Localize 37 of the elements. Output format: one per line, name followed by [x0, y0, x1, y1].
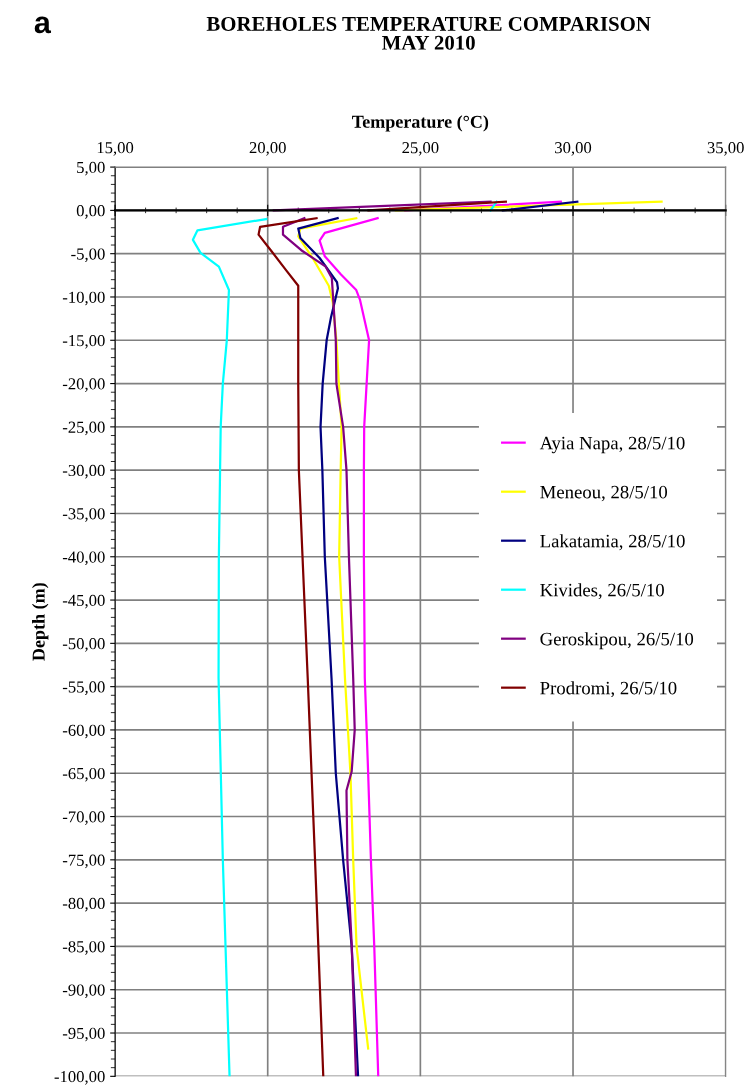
y-tick-label: 5,00 [77, 161, 105, 176]
y-tick-label: -90,00 [62, 984, 105, 999]
y-tick-label: -20,00 [62, 378, 105, 392]
y-tick-label: -55,00 [62, 681, 105, 695]
y-tick-label: -40,00 [62, 551, 105, 566]
y-tick-label: -35,00 [62, 508, 105, 522]
y-axis-title: Depth (m) [32, 583, 49, 661]
x-tick-label: 25,00 [402, 142, 439, 156]
y-tick-label: -25,00 [62, 421, 105, 436]
y-tick-label: -45,00 [62, 594, 105, 609]
legend-label: Kivides, 26/5/10 [540, 583, 664, 600]
legend-label: Meneou, 28/5/10 [540, 485, 668, 502]
legend-label: Geroskipou, 26/5/10 [540, 632, 694, 650]
y-tick-label: -70,00 [62, 811, 105, 825]
y-tick-label: -30,00 [62, 464, 105, 479]
y-tick-label: -50,00 [62, 638, 105, 652]
x-axis-title: Temperature (°C) [352, 115, 489, 132]
legend-label: Ayia Napa, 28/5/10 [539, 436, 685, 454]
text: a [34, 16, 52, 34]
y-tick-label: -75,00 [62, 854, 105, 869]
x-tick-label: 15,00 [97, 142, 134, 156]
y-tick-label: -10,00 [62, 291, 105, 306]
legend-label: Prodromi, 26/5/10 [540, 681, 677, 698]
chart-title: BOREHOLES TEMPERATURE COMPARISON MAY 2010 [206, 16, 651, 50]
y-tick-label: -15,00 [62, 334, 105, 349]
y-tick-label: -95,00 [62, 1027, 105, 1042]
y-tick-label: -85,00 [62, 941, 105, 955]
y-tick-label: -80,00 [62, 897, 105, 912]
y-tick-label: -65,00 [62, 767, 105, 782]
y-tick-label: 0,00 [76, 205, 105, 219]
y-tick-label: -5,00 [71, 248, 105, 263]
y-tick-label: -60,00 [62, 724, 105, 739]
x-tick-label: 30,00 [555, 142, 592, 156]
x-tick-label: 35,00 [707, 142, 744, 156]
x-tick-label: 20,00 [249, 142, 286, 156]
y-tick-label: -100,00 [54, 1071, 105, 1085]
legend-label: Lakatamia, 28/5/10 [540, 534, 685, 551]
